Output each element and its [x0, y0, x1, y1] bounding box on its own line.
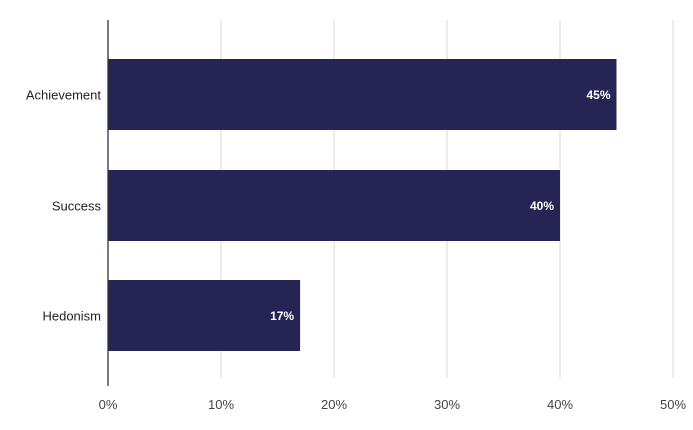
- x-tick-label: 30%: [434, 397, 460, 412]
- bar: [108, 59, 617, 130]
- data-label: 40%: [530, 199, 554, 213]
- x-tick-label: 10%: [208, 397, 234, 412]
- bar: [108, 280, 301, 351]
- category-label: Achievement: [26, 88, 102, 103]
- x-tick-label: 0%: [99, 397, 118, 412]
- x-tick-label: 20%: [321, 397, 347, 412]
- x-tick-label: 40%: [547, 397, 573, 412]
- x-tick-label: 50%: [660, 397, 686, 412]
- category-label: Hedonism: [42, 309, 101, 324]
- data-label: 45%: [586, 88, 610, 102]
- bar: [108, 170, 560, 241]
- bars: [108, 59, 617, 351]
- labels: 0% 10% 20% 30% 40% 50% Achievement 45% Success 40…: [26, 88, 687, 413]
- data-label: 17%: [270, 309, 294, 323]
- category-label: Success: [52, 199, 102, 214]
